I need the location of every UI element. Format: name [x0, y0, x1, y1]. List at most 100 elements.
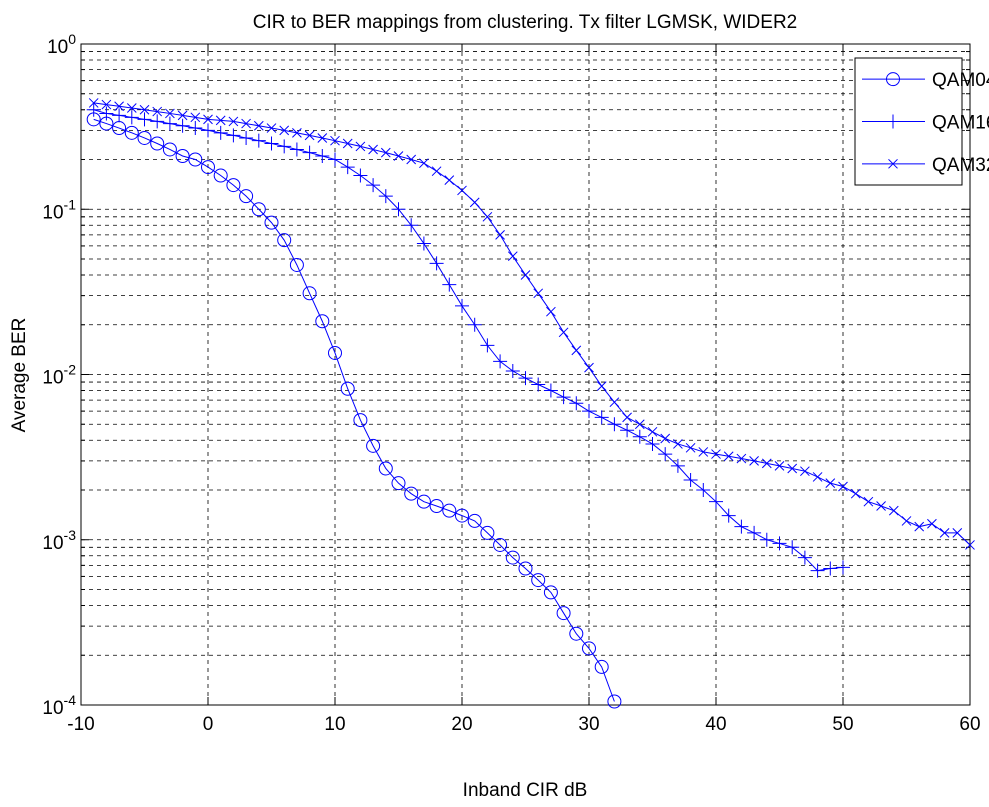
- marker: [289, 257, 304, 272]
- marker: [836, 560, 850, 575]
- x-tick-label: 10: [324, 714, 345, 735]
- marker: [137, 112, 152, 127]
- marker: [304, 130, 315, 141]
- marker: [810, 563, 825, 578]
- marker: [658, 447, 673, 462]
- marker: [137, 130, 152, 145]
- marker: [366, 178, 381, 193]
- marker: [444, 175, 455, 186]
- marker: [543, 585, 558, 600]
- marker: [317, 133, 328, 143]
- marker: [404, 486, 419, 501]
- marker: [546, 306, 556, 317]
- marker: [582, 641, 596, 656]
- marker: [353, 168, 368, 183]
- marker: [749, 456, 759, 466]
- marker: [239, 189, 254, 204]
- marker: [162, 116, 177, 131]
- marker: [416, 236, 431, 251]
- marker: [124, 110, 139, 125]
- marker: [556, 390, 571, 405]
- marker: [201, 160, 215, 175]
- marker: [126, 103, 137, 113]
- marker: [152, 106, 163, 117]
- legend-marker: [886, 114, 900, 129]
- marker: [518, 561, 533, 576]
- marker: [696, 483, 711, 498]
- series: [88, 98, 975, 550]
- marker: [355, 141, 366, 152]
- marker: [455, 508, 469, 523]
- marker: [647, 426, 658, 437]
- marker: [632, 429, 647, 444]
- marker: [457, 185, 467, 196]
- marker: [213, 168, 228, 183]
- legend-marker: [888, 158, 898, 169]
- marker: [114, 101, 124, 112]
- marker: [442, 503, 457, 518]
- marker: [505, 550, 520, 565]
- marker: [685, 442, 696, 453]
- marker: [569, 626, 584, 641]
- marker: [368, 144, 378, 155]
- marker: [507, 251, 518, 262]
- marker: [531, 573, 546, 588]
- marker: [226, 178, 241, 193]
- marker: [759, 532, 774, 547]
- marker: [723, 451, 734, 462]
- marker: [607, 694, 622, 709]
- marker: [88, 98, 99, 108]
- marker: [734, 519, 749, 534]
- marker: [888, 505, 899, 516]
- marker: [406, 154, 417, 165]
- marker: [99, 106, 114, 121]
- marker: [914, 521, 925, 532]
- marker: [239, 130, 254, 145]
- marker: [901, 516, 912, 526]
- marker: [622, 412, 632, 423]
- marker: [380, 147, 391, 158]
- marker: [251, 133, 266, 148]
- marker: [721, 508, 736, 523]
- marker: [673, 439, 683, 449]
- x-tick-label: 40: [705, 714, 726, 735]
- x-tick-label: 50: [832, 714, 853, 735]
- y-tick-label: 10-4: [42, 692, 76, 719]
- marker: [342, 138, 353, 149]
- marker: [228, 116, 239, 127]
- marker: [253, 120, 264, 131]
- marker: [863, 496, 874, 507]
- marker: [482, 211, 493, 222]
- legend: QAM04 QAM16 QAM32: [854, 57, 989, 186]
- marker: [761, 458, 772, 469]
- marker: [177, 110, 188, 121]
- marker: [569, 396, 584, 411]
- marker: [302, 286, 317, 301]
- marker: [328, 345, 342, 360]
- marker: [203, 114, 213, 125]
- marker: [785, 540, 800, 555]
- marker: [543, 383, 558, 398]
- marker: [213, 125, 228, 140]
- marker: [480, 338, 495, 353]
- marker: [416, 494, 431, 509]
- marker: [442, 277, 457, 292]
- marker: [711, 449, 721, 459]
- marker: [353, 413, 368, 428]
- marker: [431, 166, 442, 177]
- marker: [429, 499, 444, 514]
- marker: [419, 158, 429, 169]
- legend-label: QAM04: [932, 70, 989, 91]
- marker: [429, 256, 444, 271]
- marker: [124, 125, 139, 140]
- marker: [683, 472, 698, 487]
- marker: [634, 419, 645, 430]
- legend-marker: [886, 72, 900, 87]
- series: [86, 102, 850, 578]
- marker: [670, 458, 685, 473]
- marker: [825, 478, 836, 489]
- marker: [226, 128, 241, 143]
- marker: [774, 461, 785, 471]
- marker: [467, 317, 482, 332]
